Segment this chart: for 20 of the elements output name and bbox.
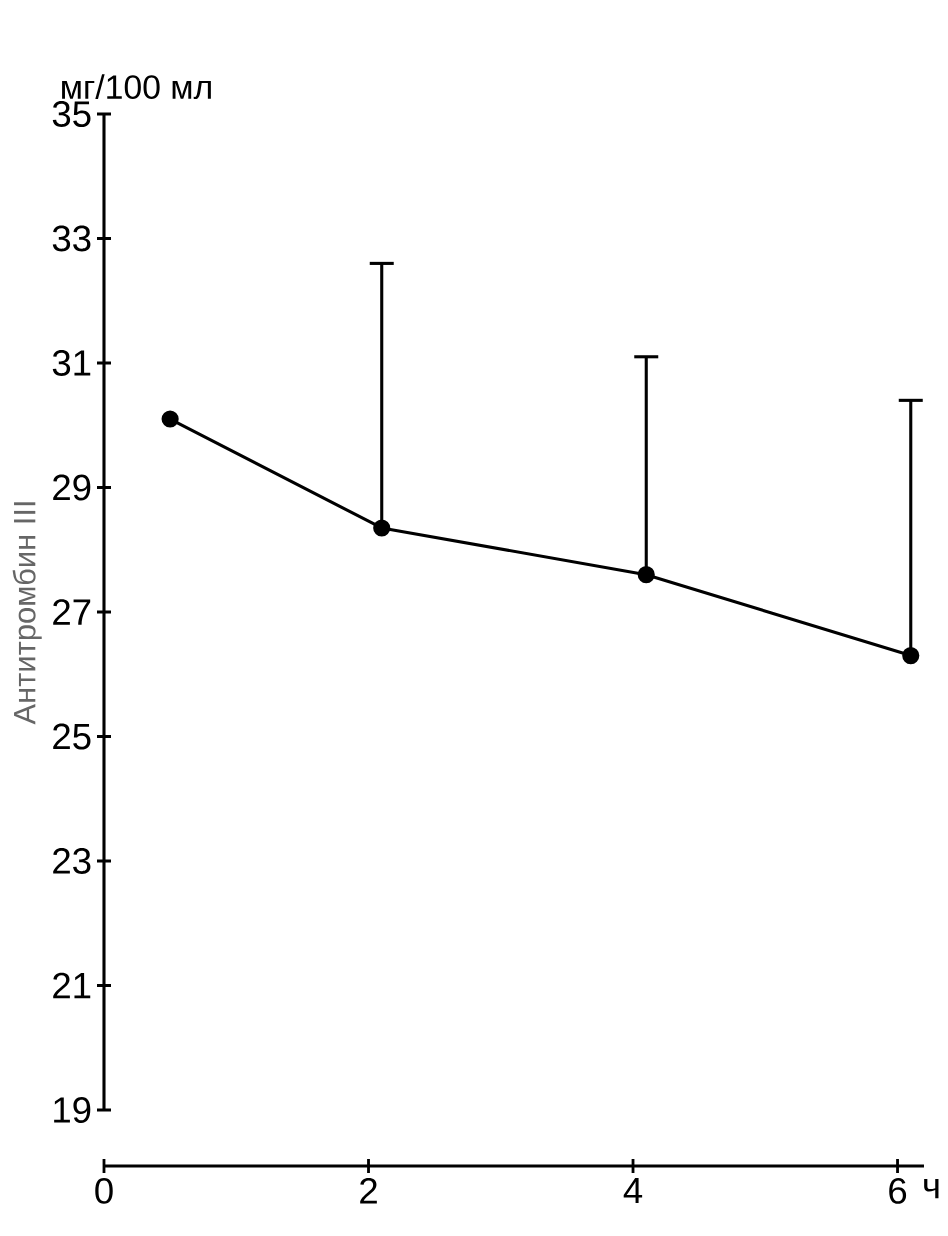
y-tick-label: 27 — [53, 599, 91, 625]
text: мг/100 мл — [62, 74, 211, 100]
y-tick-label: 35 — [52, 101, 91, 127]
y-tick-label: 31 — [52, 350, 91, 376]
y-tick-label: 33 — [52, 225, 91, 252]
y-tick-label: 19 — [54, 1097, 91, 1123]
point — [902, 647, 920, 665]
y-tick-label: 23 — [53, 848, 91, 874]
x-tick-label: 6 — [889, 1177, 907, 1204]
x-tick-label: 4 — [623, 1177, 643, 1204]
y-tick-label: 25 — [53, 723, 91, 750]
x-tick-label: 2 — [360, 1177, 377, 1204]
y-tick-label: 21 — [53, 972, 91, 999]
point — [373, 519, 391, 537]
point — [161, 410, 179, 428]
y-axis-title: Антитромбин III — [12, 502, 42, 725]
point — [637, 566, 655, 584]
x-axis-title: ч — [924, 1178, 939, 1199]
x-tick-label: 0 — [95, 1177, 113, 1204]
y-tick-label: 29 — [53, 474, 91, 501]
